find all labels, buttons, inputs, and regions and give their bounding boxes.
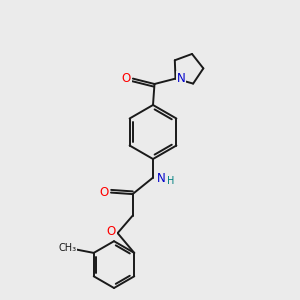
Text: N: N [176, 71, 185, 85]
Text: O: O [106, 225, 116, 239]
Text: H: H [167, 176, 174, 186]
Text: O: O [122, 71, 131, 85]
Text: N: N [157, 172, 166, 185]
Text: O: O [100, 185, 109, 199]
Text: CH₃: CH₃ [59, 243, 77, 253]
